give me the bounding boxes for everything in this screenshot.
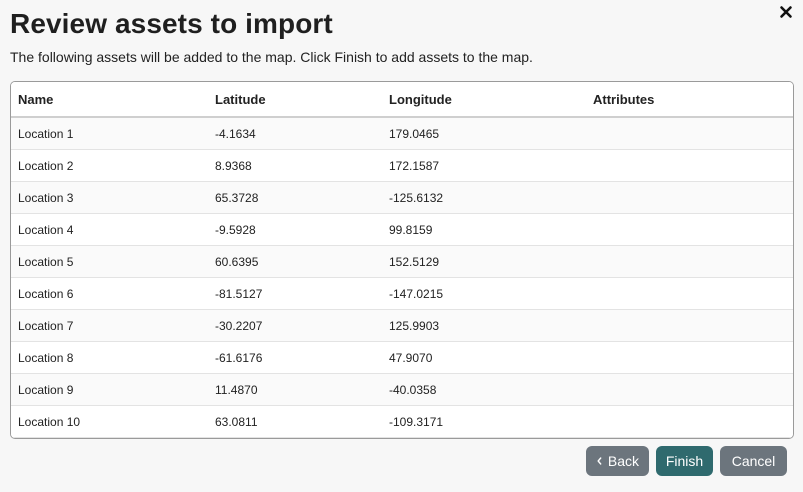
header-attributes: Attributes (586, 82, 793, 118)
cell-longitude: -147.0215 (382, 277, 586, 310)
header-longitude: Longitude (382, 82, 586, 118)
cell-longitude: -109.3171 (382, 405, 586, 438)
cell-name: Location 8 (11, 341, 208, 374)
cell-name: Location 1 (11, 117, 208, 150)
cell-longitude: 172.1587 (382, 149, 586, 182)
dialog-subtitle: The following assets will be added to th… (10, 49, 533, 65)
cell-attributes (586, 181, 793, 214)
cell-latitude: -30.2207 (208, 309, 382, 342)
cell-name: Location 7 (11, 309, 208, 342)
cell-attributes (586, 213, 793, 246)
cancel-button-label: Cancel (731, 453, 776, 469)
cell-latitude: -81.5127 (208, 277, 382, 310)
cell-latitude: 11.4870 (208, 373, 382, 406)
table-row: Location 2 8.9368 172.1587 (11, 149, 793, 182)
cell-longitude: -40.0358 (382, 373, 586, 406)
table-row: Location 5 60.6395 152.5129 (11, 245, 793, 278)
cell-latitude: 8.9368 (208, 149, 382, 182)
cell-latitude: 60.6395 (208, 245, 382, 278)
table-row: Location 9 11.4870 -40.0358 (11, 373, 793, 406)
table-row: Location 10 63.0811 -109.3171 (11, 405, 793, 438)
cell-longitude: 47.9070 (382, 341, 586, 374)
table-row: Location 6 -81.5127 -147.0215 (11, 277, 793, 310)
cell-attributes (586, 309, 793, 342)
cell-longitude: 125.9903 (382, 309, 586, 342)
cell-attributes (586, 341, 793, 374)
header-name: Name (11, 82, 208, 118)
chevron-left-icon (597, 457, 602, 465)
dialog-title: Review assets to import (10, 8, 333, 39)
assets-table: Name Latitude Longitude Attributes Locat… (11, 82, 793, 438)
header-latitude: Latitude (208, 82, 382, 118)
cell-attributes (586, 117, 793, 150)
cell-name: Location 6 (11, 277, 208, 310)
cell-attributes (586, 405, 793, 438)
cell-name: Location 5 (11, 245, 208, 278)
cell-latitude: 63.0811 (208, 405, 382, 438)
cell-name: Location 10 (11, 405, 208, 438)
dialog-footer: Back Finish Cancel (586, 446, 787, 476)
cell-name: Location 9 (11, 373, 208, 406)
cell-latitude: -61.6176 (208, 341, 382, 374)
cancel-button[interactable]: Cancel (720, 446, 787, 476)
cell-longitude: 99.8159 (382, 213, 586, 246)
finish-button-label: Finish (665, 453, 704, 469)
table-header-row: Name Latitude Longitude Attributes (11, 82, 793, 118)
back-button-label: Back (607, 453, 639, 469)
table-row: Location 3 65.3728 -125.6132 (11, 181, 793, 214)
table-row: Location 7 -30.2207 125.9903 (11, 309, 793, 342)
cell-attributes (586, 149, 793, 182)
table-row: Location 4 -9.5928 99.8159 (11, 213, 793, 246)
table-row: Location 1 -4.1634 179.0465 (11, 117, 793, 150)
cell-latitude: -4.1634 (208, 117, 382, 150)
close-icon (780, 6, 792, 18)
finish-button[interactable]: Finish (656, 446, 713, 476)
cell-attributes (586, 245, 793, 278)
cell-longitude: -125.6132 (382, 181, 586, 214)
close-button[interactable] (779, 5, 793, 19)
cell-attributes (586, 277, 793, 310)
assets-table-container[interactable]: Name Latitude Longitude Attributes Locat… (10, 81, 794, 439)
table-row: Location 8 -61.6176 47.9070 (11, 341, 793, 374)
cell-longitude: 179.0465 (382, 117, 586, 150)
back-button[interactable]: Back (586, 446, 649, 476)
cell-name: Location 3 (11, 181, 208, 214)
cell-name: Location 4 (11, 213, 208, 246)
cell-longitude: 152.5129 (382, 245, 586, 278)
cell-name: Location 2 (11, 149, 208, 182)
cell-latitude: -9.5928 (208, 213, 382, 246)
cell-attributes (586, 373, 793, 406)
cell-latitude: 65.3728 (208, 181, 382, 214)
